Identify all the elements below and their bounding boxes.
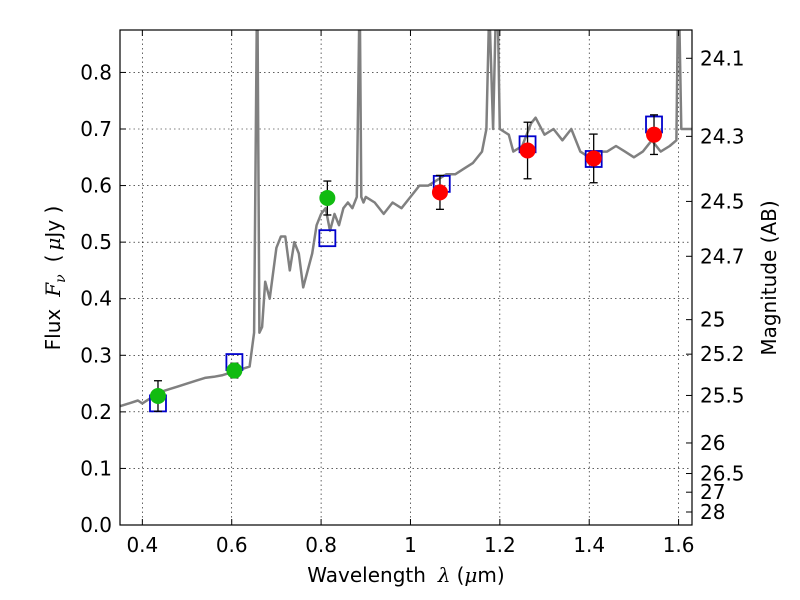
plot-frame <box>119 29 693 526</box>
y-axis-title: FluxFν(μJy ) <box>41 206 69 351</box>
photometry-point <box>519 142 536 159</box>
photometry-point <box>646 126 663 143</box>
y2-tick-label: 25 <box>700 308 725 332</box>
y2-tick-label: 24.5 <box>700 189 745 213</box>
y-tick-label: 0.2 <box>80 400 112 424</box>
y2-tick-label: 26 <box>700 431 725 455</box>
axis-ticks: 0.4 0.6 0.8 1 1.2 1.4 1.6 0.0 0.1 0.2 0.3 0.4 0.5 0.6… <box>80 30 745 557</box>
y2-axis-title: Magnitude (AB) <box>757 200 781 355</box>
y-tick-label: 0.4 <box>80 287 112 311</box>
y-tick-label: 0.8 <box>80 60 112 84</box>
y-tick-label: 0.1 <box>80 456 112 480</box>
x-tick-label: 0.4 <box>126 533 158 557</box>
x-tick-label: 1 <box>404 533 417 557</box>
photometry-point <box>226 362 243 379</box>
model-band-square <box>318 229 337 248</box>
x-tick-label: 0.6 <box>216 533 248 557</box>
grid <box>120 30 692 526</box>
photometry-point <box>149 388 166 405</box>
y2-tick-label: 24.7 <box>700 244 745 268</box>
x-tick-label: 1.4 <box>573 533 605 557</box>
y2-tick-label: 28 <box>700 500 725 524</box>
y2-tick-label: 25.5 <box>700 383 745 407</box>
y-tick-label: 0.5 <box>80 230 112 254</box>
x-tick-label: 1.2 <box>484 533 516 557</box>
y2-tick-label: 26.5 <box>700 462 745 486</box>
photometry-point <box>431 184 448 201</box>
photometry-point <box>585 150 602 167</box>
plot-area <box>120 30 692 413</box>
x-axis-title: Wavelength λ (μm) <box>307 563 504 587</box>
x-tick-label: 1.6 <box>663 533 695 557</box>
y-tick-label: 0.7 <box>80 117 112 141</box>
y2-tick-label: 27 <box>700 480 725 504</box>
y-tick-label: 0.3 <box>80 343 112 367</box>
y2-tick-label: 25.2 <box>700 342 745 366</box>
spectrum-line <box>120 30 692 408</box>
x-tick-label: 0.8 <box>305 533 337 557</box>
y-tick-label: 0.6 <box>80 174 112 198</box>
photometry-point <box>319 190 336 207</box>
y2-tick-label: 24.3 <box>700 124 745 148</box>
y2-tick-label: 24.1 <box>700 46 745 70</box>
y-tick-label: 0.0 <box>80 513 112 537</box>
